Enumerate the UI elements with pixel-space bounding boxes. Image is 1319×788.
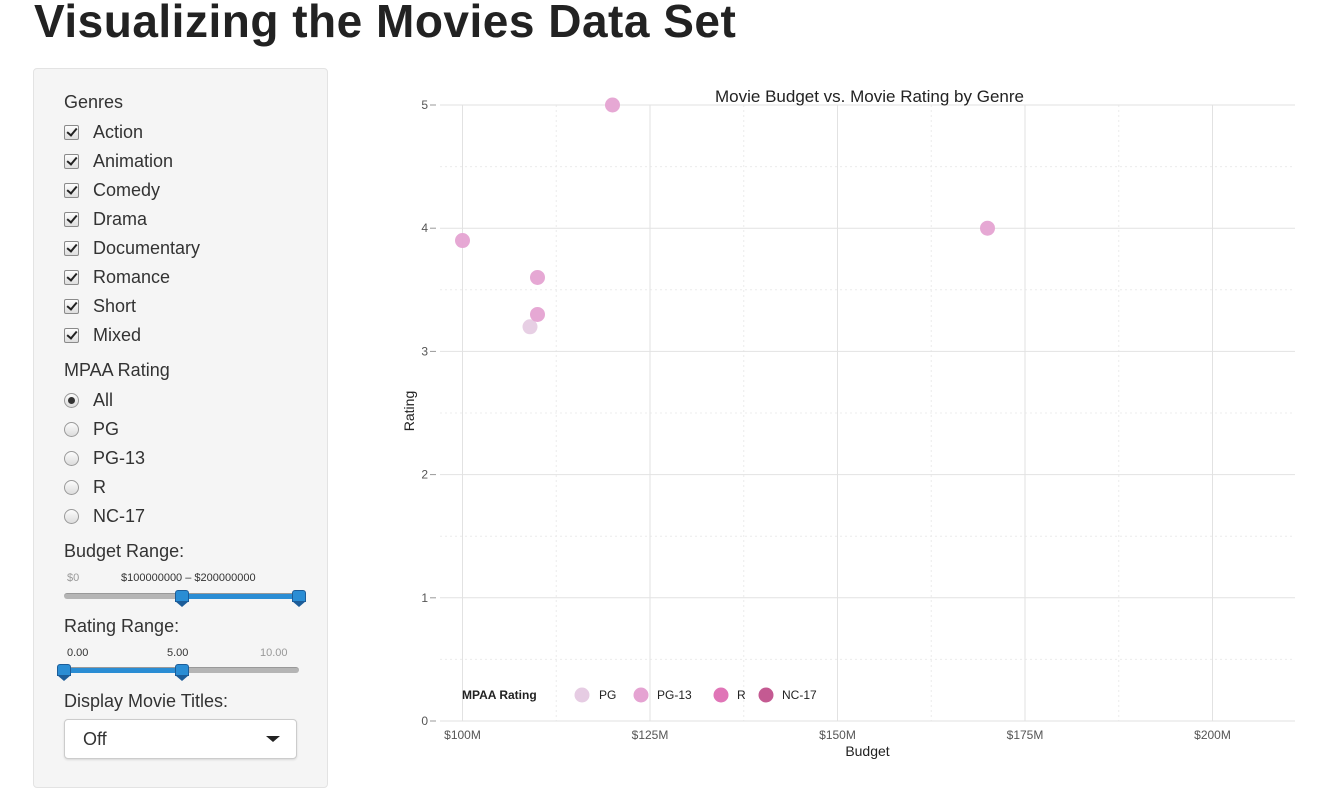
checkbox-animation[interactable] — [64, 153, 79, 169]
budget-slider-high-handle[interactable] — [292, 590, 306, 607]
checkbox-drama[interactable] — [64, 211, 79, 227]
mpaa-option-all[interactable]: All — [64, 389, 113, 411]
y-tick-label: 2 — [421, 468, 428, 482]
display-titles-label: Display Movie Titles: — [64, 691, 229, 711]
radio-nc-17[interactable] — [64, 508, 79, 524]
mpaa-option-r[interactable]: R — [64, 476, 106, 498]
legend-swatch-nc-17 — [758, 687, 774, 703]
genre-label: Drama — [93, 208, 148, 229]
checkbox-comedy[interactable] — [64, 182, 79, 198]
checkbox-mixed[interactable] — [64, 327, 79, 343]
scatter-chart: 0 1 2 3 4 5 $100M $125M $150M $175M $200M Movie Bu… — [401, 87, 1295, 759]
y-tick-label: 1 — [421, 591, 428, 605]
genres-label: Genres — [64, 92, 124, 112]
genre-label: Comedy — [93, 179, 161, 200]
genre-label: Mixed — [93, 324, 142, 345]
y-tick-label: 4 — [421, 221, 428, 235]
genre-label: Documentary — [93, 237, 201, 258]
genre-label: Romance — [93, 266, 171, 287]
chart-title: Movie Budget vs. Movie Rating by Genre — [715, 87, 1024, 106]
genre-option-documentary[interactable]: Documentary — [64, 237, 200, 259]
x-tick-label: $100M — [444, 728, 481, 742]
mpaa-option-label: PG-13 — [93, 447, 146, 468]
budget-slider-low-handle[interactable] — [174, 590, 189, 607]
legend-swatch-pg — [574, 687, 590, 703]
legend-label-r: R — [737, 688, 746, 702]
mpaa-option-pg-13[interactable]: PG-13 — [64, 447, 145, 469]
rating-slider-high-handle[interactable] — [174, 664, 189, 681]
x-tick-label: $150M — [819, 728, 856, 742]
legend-label-pg-13: PG-13 — [657, 688, 692, 702]
budget-range-label: Budget Range: — [64, 541, 185, 561]
genre-label: Action — [93, 121, 144, 142]
legend-title: MPAA Rating — [462, 688, 537, 702]
genre-label: Short — [93, 295, 137, 316]
mpaa-option-label: All — [93, 389, 114, 410]
mpaa-option-label: PG — [93, 418, 120, 439]
mpaa-option-label: NC-17 — [93, 505, 146, 526]
mpaa-option-nc-17[interactable]: NC-17 — [64, 505, 145, 527]
rating-slider-min-label: 0.00 — [67, 647, 89, 659]
rating-range-label: Rating Range: — [64, 616, 180, 636]
budget-slider-min-label: $0 — [67, 572, 80, 584]
y-tick-label: 5 — [421, 98, 428, 112]
rating-slider-selection — [64, 668, 182, 673]
radio-all[interactable] — [64, 392, 79, 408]
genre-option-mixed[interactable]: Mixed — [64, 324, 141, 346]
y-axis-label: Rating — [401, 391, 417, 431]
rating-slider-mid-label: 5.00 — [167, 647, 189, 659]
data-point — [980, 220, 995, 236]
data-point — [522, 319, 538, 335]
checkbox-romance[interactable] — [64, 269, 79, 285]
x-tick-label: $125M — [632, 728, 669, 742]
radio-pg-13[interactable] — [64, 450, 79, 466]
genre-option-short[interactable]: Short — [64, 295, 136, 317]
genre-option-romance[interactable]: Romance — [64, 266, 170, 288]
data-point — [455, 233, 470, 249]
mpaa-option-pg[interactable]: PG — [64, 418, 119, 440]
radio-pg[interactable] — [64, 421, 79, 437]
legend-label-pg: PG — [599, 688, 616, 702]
x-axis-label: Budget — [845, 743, 889, 759]
y-tick-label: 3 — [421, 344, 428, 358]
caret-down-icon — [266, 736, 280, 742]
legend-swatch-pg-13 — [633, 687, 649, 703]
genre-option-animation[interactable]: Animation — [64, 150, 173, 172]
legend-swatch-r — [713, 687, 729, 703]
y-tick-label: 0 — [421, 714, 428, 728]
data-point — [605, 97, 620, 113]
budget-slider-value: $100000000 – $200000000 — [121, 572, 256, 584]
mpaa-rating-label: MPAA Rating — [64, 360, 170, 380]
genre-label: Animation — [93, 150, 174, 171]
genre-option-comedy[interactable]: Comedy — [64, 179, 160, 201]
data-point — [530, 269, 545, 285]
sidebar-panel: Genres Action Animation Comedy Drama Documen… — [33, 68, 328, 788]
budget-slider-selection — [181, 594, 299, 599]
page-title: Visualizing the Movies Data Set — [34, 0, 737, 47]
genre-option-action[interactable]: Action — [64, 121, 143, 143]
data-point — [530, 306, 545, 322]
genre-option-drama[interactable]: Drama — [64, 208, 147, 230]
chart-legend: MPAA Rating PG PG-13 R NC-17 — [462, 687, 817, 703]
rating-slider-low-handle[interactable] — [57, 664, 71, 681]
display-titles-select[interactable]: Off — [64, 719, 297, 759]
display-titles-value: Off — [83, 728, 107, 749]
rating-slider-max-label: 10.00 — [260, 647, 288, 659]
radio-r[interactable] — [64, 479, 79, 495]
legend-label-nc-17: NC-17 — [782, 688, 817, 702]
checkbox-documentary[interactable] — [64, 240, 79, 256]
checkbox-action[interactable] — [64, 124, 79, 140]
x-tick-label: $175M — [1007, 728, 1044, 742]
mpaa-option-label: R — [93, 476, 106, 497]
checkbox-short[interactable] — [64, 298, 79, 314]
x-tick-label: $200M — [1194, 728, 1231, 742]
